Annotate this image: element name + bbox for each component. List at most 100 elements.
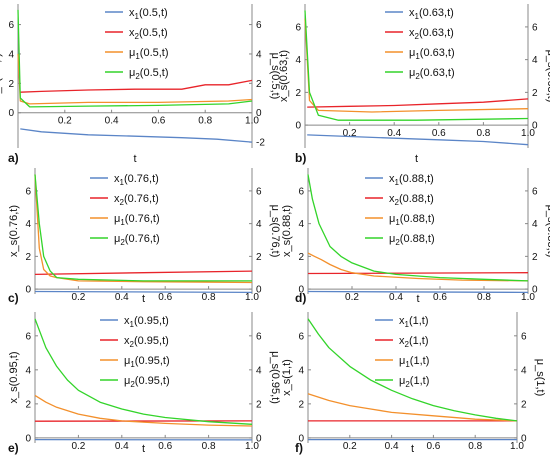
right-axis-label: μ_s(1,t) [534,359,546,397]
y-tick-label: 2 [25,399,31,410]
y-axis-label: x_s(0.63,t) [278,50,290,102]
right-axis-label: μ_s(0.5,t) [269,53,281,100]
panel-label: c) [8,291,19,305]
y-tick-label: 0 [295,121,301,132]
y-tick-label: 2 [25,252,31,263]
right-tick-label: 2 [532,252,538,263]
legend-label: μ1(0.95,t) [124,355,170,369]
right-tick-label: 6 [521,331,527,342]
x-axis-label: t [142,443,145,455]
y-tick-label: 0 [298,285,304,296]
x-tick-label: 0.4 [385,441,399,452]
right-tick-label: 0 [532,285,538,296]
x-tick-label: 0.6 [158,441,172,452]
series-x1-line [20,128,253,143]
legend-label: x2(0.88,t) [389,193,434,207]
right-tick-label: 6 [532,186,538,197]
x-tick-label: 0.6 [158,292,172,303]
right-tick-label: 0 [256,108,262,119]
panel-label: e) [8,441,19,455]
y-tick-label: 6 [8,20,14,31]
right-tick-label: 6 [256,331,262,342]
panel-label: d) [295,291,306,305]
series-mu1-line [34,394,253,427]
right-tick-label: 4 [256,365,262,376]
series-x2-line [307,272,529,275]
y-tick-label: 6 [25,186,31,197]
right-axis-label: μ_s(0.63,t) [545,50,550,103]
right-tick-label: 0 [532,121,538,132]
series-x2-line [20,79,253,93]
x-tick-label: 1.0 [521,128,535,139]
legend-label: μ2(0.76,t) [114,233,160,247]
legend-label: x1(0.88,t) [389,173,434,187]
legend-label: μ2(0.95,t) [124,375,170,389]
legend-label: μ2(0.88,t) [389,233,435,247]
x-tick-label: 0.4 [105,116,119,127]
legend-label: x2(0.63,t) [409,27,454,41]
x-tick-label: 0.8 [198,116,212,127]
x-tick-label: 0.2 [343,128,357,139]
x-axis-label: t [133,153,136,165]
y-tick-label: 2 [298,399,304,410]
x-tick-label: 0.8 [477,292,491,303]
series-mu1-line [307,252,529,282]
legend-label: μ1(0.88,t) [389,213,435,227]
legend-label: μ1(0.5,t) [129,47,169,61]
legend-label: x2(0.76,t) [114,193,159,207]
x-tick-label: 0.2 [58,116,72,127]
legend-label: x1(0.5,t) [129,7,168,21]
right-tick-label: 4 [256,49,262,60]
right-axis-label: μ_s(0.88,t) [545,205,550,258]
series-mu2-line [17,9,253,108]
y-tick-label: 6 [295,22,301,33]
y-tick-label: 4 [298,365,304,376]
legend-label: x1(0.63,t) [409,7,454,21]
series-mu1-line [34,174,253,284]
y-axis-label: x_s(1,t) [281,359,293,396]
series-mu2-line [307,318,518,422]
y-tick-label: 2 [8,79,14,90]
right-tick-label: -2 [256,138,265,149]
x-tick-label: 0.4 [115,292,129,303]
legend-label: x1(0.95,t) [124,315,169,329]
series-mu2-line [34,174,252,282]
y-axis-label: x_s(0.95,t) [8,352,20,404]
legend-label: μ2(0.5,t) [129,67,169,81]
series-x2-line [34,270,253,276]
legend-label: μ2(1,t) [399,375,429,389]
series-mu2-line [307,174,529,282]
x-tick-label: 0.6 [433,292,447,303]
y-axis-label: x_s(0.88,t) [281,205,293,257]
y-tick-label: 6 [298,186,304,197]
right-tick-label: 0 [521,433,527,444]
right-tick-label: 4 [532,55,538,66]
y-tick-label: 4 [25,219,31,230]
x-axis-label: t [416,293,419,305]
right-tick-label: 2 [256,252,262,263]
series-mu2-line [304,10,529,121]
x-tick-label: 0.8 [202,292,216,303]
x-tick-label: 0.2 [71,441,85,452]
x-tick-label: 0.6 [151,116,165,127]
y-tick-label: 0 [25,285,31,296]
right-axis-label: μ_s(0.95,t) [269,351,281,404]
series-x1-line [307,290,529,294]
x-tick-label: 1.0 [521,292,535,303]
right-tick-label: 4 [532,219,538,230]
legend-label: x2(1,t) [399,335,429,349]
legend-label: μ1(1,t) [399,355,429,369]
panel-label: f) [295,441,303,455]
legend-label: x1(1,t) [399,315,429,329]
y-tick-label: 4 [8,49,14,60]
y-axis-label: x_s(0.76,t) [8,205,20,257]
right-axis-label: μ_s(0.76,t) [269,205,281,258]
right-tick-label: 0 [256,433,262,444]
right-tick-label: 2 [521,399,527,410]
y-tick-label: 4 [298,219,304,230]
legend-label: x2(0.5,t) [129,27,168,41]
